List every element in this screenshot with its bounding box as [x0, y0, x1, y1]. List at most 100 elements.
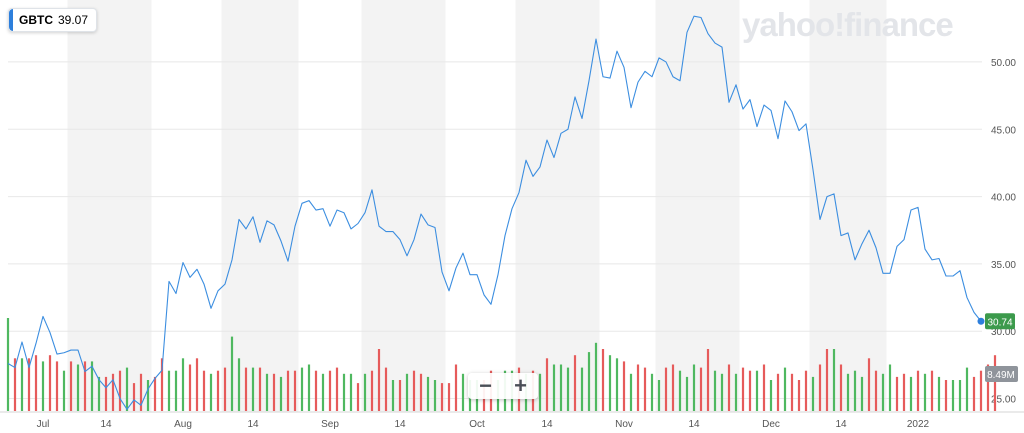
volume-bar	[930, 370, 934, 411]
volume-bar	[293, 370, 297, 411]
volume-bar	[839, 364, 843, 411]
volume-bar	[727, 364, 731, 411]
last-volume-label: 8.49M	[987, 370, 1015, 381]
volume-bar	[272, 373, 276, 411]
volume-bar	[832, 349, 836, 411]
volume-bar	[286, 370, 290, 411]
volume-bar	[251, 367, 255, 411]
volume-bar	[783, 367, 787, 411]
volume-bar	[853, 370, 857, 411]
volume-bar	[818, 364, 822, 411]
y-tick-label: 25.00	[991, 395, 1016, 406]
volume-bar	[881, 373, 885, 411]
volume-bar	[979, 370, 983, 411]
volume-bar	[902, 373, 906, 411]
volume-bar	[741, 367, 745, 411]
volume-bar	[874, 370, 878, 411]
volume-bar	[20, 358, 24, 411]
volume-bar	[412, 370, 416, 411]
volume-bar	[951, 380, 955, 411]
volume-bar	[776, 373, 780, 411]
x-tick-label: 14	[688, 419, 700, 430]
last-price-label: 30.74	[987, 317, 1012, 328]
x-tick-label: Sep	[321, 419, 339, 430]
volume-bar	[41, 361, 45, 411]
volume-bar	[713, 370, 717, 411]
volume-bar	[664, 367, 668, 411]
y-tick-label: 45.00	[991, 125, 1016, 136]
volume-bar	[153, 376, 157, 411]
ticker-value: 39.07	[58, 13, 89, 27]
x-tick-label: Aug	[174, 419, 192, 430]
volume-bar	[846, 373, 850, 411]
volume-bar	[398, 380, 402, 411]
volume-bar	[720, 373, 724, 411]
volume-bar	[538, 373, 542, 411]
x-tick-label: Oct	[469, 419, 485, 430]
volume-bar	[62, 370, 66, 411]
volume-bar	[97, 376, 101, 411]
x-tick-label: 14	[100, 419, 112, 430]
volume-bar	[454, 364, 458, 411]
volume-bar	[685, 376, 689, 411]
volume-bar	[111, 373, 115, 411]
volume-bar	[993, 355, 997, 411]
volume-bar	[895, 376, 899, 411]
volume-bar	[118, 370, 122, 411]
volume-bar	[797, 380, 801, 411]
volume-bar	[314, 370, 318, 411]
volume-bar	[629, 373, 633, 411]
zoom-in-button[interactable]: +	[514, 373, 527, 398]
volume-bar	[762, 364, 766, 411]
x-tick-label: 14	[394, 419, 406, 430]
volume-bar	[769, 380, 773, 411]
volume-bar	[139, 373, 143, 411]
volume-bar	[356, 383, 360, 411]
volume-bar	[916, 370, 920, 411]
volume-bar	[55, 361, 59, 411]
volume-bar	[545, 358, 549, 411]
volume-bar	[804, 370, 808, 411]
volume-bar	[433, 380, 437, 411]
volume-bar	[174, 370, 178, 411]
ticker-badge[interactable]: GBTC 39.07	[8, 8, 98, 32]
volume-bar	[643, 367, 647, 411]
zoom-control[interactable]: − +	[468, 373, 538, 399]
ticker-color-marker	[9, 9, 13, 31]
volume-bar	[888, 364, 892, 411]
volume-bar	[76, 364, 80, 411]
volume-bar	[125, 367, 129, 411]
x-tick-label: Dec	[762, 419, 780, 430]
x-tick-label: 14	[835, 419, 847, 430]
volume-bar	[342, 373, 346, 411]
volume-bar	[972, 376, 976, 411]
volume-bar	[755, 370, 759, 411]
volume-bar	[132, 383, 136, 411]
yahoo-finance-logo: yahoo!finance	[742, 6, 954, 43]
volume-bar	[678, 370, 682, 411]
volume-bar	[391, 380, 395, 411]
volume-bar	[13, 358, 17, 411]
volume-bar	[230, 336, 234, 411]
volume-bar	[860, 376, 864, 411]
volume-bar	[573, 355, 577, 411]
volume-bar	[167, 370, 171, 411]
volume-bar	[580, 367, 584, 411]
volume-bar	[447, 383, 451, 411]
volume-bar	[692, 364, 696, 411]
zoom-out-button[interactable]: −	[479, 373, 492, 398]
month-band	[515, 0, 600, 412]
volume-bar	[146, 380, 150, 411]
volume-bar	[748, 370, 752, 411]
volume-bar	[307, 364, 311, 411]
volume-bar	[867, 358, 871, 411]
volume-bar	[27, 358, 31, 411]
volume-bar	[559, 364, 563, 411]
volume-bar	[923, 373, 927, 411]
volume-bar	[811, 376, 815, 411]
volume-bar	[258, 367, 262, 411]
volume-bar	[363, 373, 367, 411]
y-tick-label: 35.00	[991, 260, 1016, 271]
volume-bar	[160, 358, 164, 411]
